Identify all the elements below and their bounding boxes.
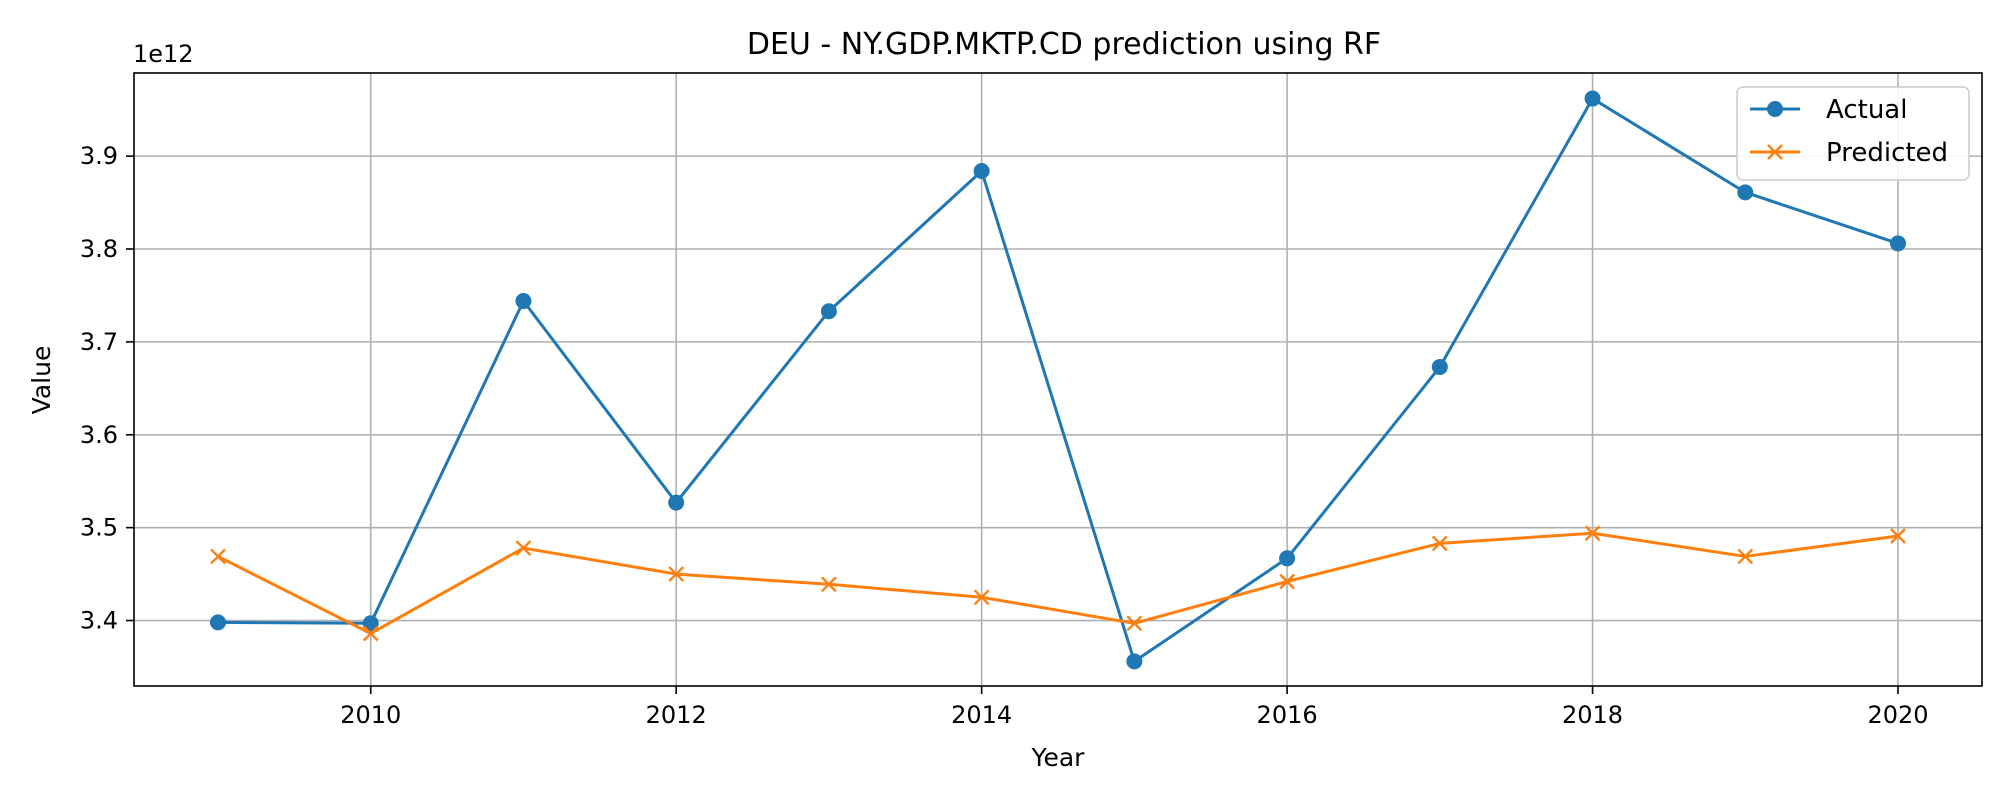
actual-point [210, 614, 226, 631]
legend-marker-actual [1767, 101, 1783, 117]
series-actual [210, 90, 1906, 670]
y-scale-label: 1e12 [133, 40, 194, 68]
predicted-point [1737, 548, 1754, 565]
predicted-point [1431, 535, 1448, 552]
y-tick-label: 3.5 [80, 514, 118, 542]
actual-point [515, 293, 532, 310]
y-tick-label: 3.6 [80, 421, 118, 449]
y-axis-label: Value [27, 346, 56, 415]
legend-item-predicted: Predicted [1750, 138, 1948, 168]
actual-line [217, 97, 1899, 663]
x-tick-label: 2012 [646, 701, 707, 729]
predicted-point [210, 548, 226, 565]
y-tick-label: 3.7 [80, 328, 118, 356]
actual-point [1126, 653, 1143, 670]
legend-label-actual: Actual [1826, 95, 1907, 125]
actual-point [820, 303, 837, 320]
actual-point [1737, 184, 1754, 201]
predicted-point [1890, 528, 1906, 544]
series-predicted [210, 525, 1906, 642]
series-layer [210, 90, 1906, 670]
x-tick-label: 2020 [1867, 701, 1928, 729]
legend-marker-predicted [1767, 144, 1783, 160]
grid-lines [134, 73, 1982, 686]
legend-label-predicted: Predicted [1826, 138, 1948, 168]
legend-item-actual: Actual [1750, 95, 1907, 125]
actual-point [1431, 358, 1448, 375]
axis-ticks: 2010 2012 2014 2016 2018 2020 3.4 3.5 3.6 3.7 3.8 3… [80, 142, 1929, 729]
predicted-point [1279, 573, 1295, 590]
actual-point [973, 162, 990, 179]
predicted-point [1126, 615, 1143, 632]
predicted-point [1584, 525, 1601, 542]
actual-point [1279, 550, 1296, 567]
x-tick-label: 2018 [1562, 701, 1623, 729]
predicted-point [821, 576, 837, 593]
x-tick-label: 2016 [1257, 701, 1318, 729]
chart-title: DEU - NY.GDP.MKTP.CD prediction using RF [747, 27, 1381, 62]
x-tick-label: 2010 [340, 701, 401, 729]
predicted-point [515, 540, 532, 556]
predicted-point [668, 566, 685, 582]
y-tick-label: 3.4 [80, 607, 118, 635]
predicted-point [973, 589, 990, 606]
actual-point [1584, 90, 1601, 107]
x-tick-label: 2014 [951, 701, 1012, 729]
x-axis-label: Year [1031, 743, 1086, 772]
plot-area-frame [133, 72, 1983, 687]
predicted-line [217, 531, 1899, 636]
actual-point [1890, 235, 1906, 252]
y-tick-label: 3.8 [80, 235, 118, 263]
y-tick-label: 3.9 [80, 142, 118, 170]
legend: Actual Predicted [1736, 86, 1970, 181]
actual-point [668, 494, 685, 511]
actual-point [362, 615, 379, 632]
predicted-point [362, 625, 379, 642]
